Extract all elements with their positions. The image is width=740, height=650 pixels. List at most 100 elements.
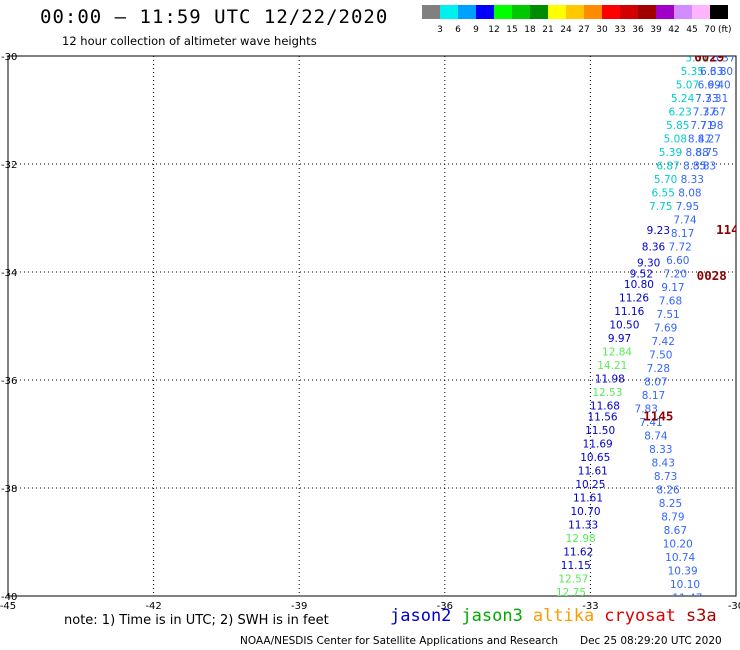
data-label: 8.83 <box>693 160 716 172</box>
data-label: 7.75 <box>649 201 672 213</box>
data-label: 12.75 <box>556 587 586 599</box>
data-label: 7.69 <box>654 322 677 334</box>
data-label: 11.47 <box>672 592 702 604</box>
data-label: 8.17 <box>671 228 694 240</box>
data-label: 6.60 <box>666 255 689 267</box>
data-label: 8.33 <box>681 174 704 186</box>
x-tick-label: -45 <box>0 601 16 610</box>
data-label: 6.33 <box>700 66 723 78</box>
data-label: 7.31 <box>705 93 728 105</box>
data-label: 7.98 <box>700 120 723 132</box>
data-label: 8.43 <box>652 457 675 469</box>
y-tick-label: -34 <box>1 268 17 279</box>
data-label: 10.50 <box>609 320 639 332</box>
data-label: 10.74 <box>665 552 695 564</box>
time-label: 1144 <box>716 222 740 237</box>
data-label: 11.62 <box>563 547 593 559</box>
y-tick-label: -38 <box>1 484 17 495</box>
data-label: 6.99 <box>698 79 721 91</box>
data-label: 8.27 <box>698 133 721 145</box>
data-label: 8.17 <box>642 390 665 402</box>
y-tick-label: -40 <box>1 592 17 603</box>
satellite-name: jason2 <box>390 606 452 626</box>
data-label: 5.08 <box>664 133 687 145</box>
data-label: 8.25 <box>659 498 682 510</box>
legend-label: 30 <box>596 25 608 35</box>
data-label: 11.69 <box>583 439 613 451</box>
data-label: 7.28 <box>647 363 670 375</box>
data-label: 10.70 <box>571 506 601 518</box>
data-label: 11.33 <box>568 520 598 532</box>
data-label: 7.71 <box>690 120 713 132</box>
data-label: 7.67 <box>702 106 725 118</box>
legend-swatch <box>674 5 692 19</box>
satellite-name: cryosat <box>604 606 676 626</box>
data-label: 7.83 <box>635 403 658 415</box>
data-label: 9.17 <box>661 282 684 294</box>
x-tick-label: -39 <box>291 601 307 610</box>
data-label: 6.87 <box>656 160 679 172</box>
data-label: 10.39 <box>668 565 698 577</box>
data-label: 8.73 <box>654 471 677 483</box>
legend-label: 24 <box>560 25 572 35</box>
legend-swatch <box>548 5 566 19</box>
time-label: 0029 <box>694 49 724 64</box>
color-legend: 3 6 9 12 15 18 21 24 27 30 33 36 39 42 45 70 (ft) <box>422 5 732 35</box>
legend-swatch <box>476 5 494 19</box>
data-label: 10.10 <box>670 579 700 591</box>
data-label: 9.97 <box>608 333 631 345</box>
satellite-name: jason3 <box>461 606 523 626</box>
legend-label: 18 <box>524 25 536 35</box>
y-tick-label: -32 <box>1 160 17 171</box>
data-label: 12.57 <box>558 574 588 586</box>
x-tick-label: -42 <box>145 601 161 610</box>
legend-label: 3 <box>437 25 443 35</box>
y-tick-label: -36 <box>1 376 17 387</box>
legend-swatch <box>530 5 548 19</box>
data-label: 11.50 <box>585 425 615 437</box>
data-label: 8.35 <box>683 160 706 172</box>
data-label: 9.52 <box>630 268 653 280</box>
legend-swatch <box>458 5 476 19</box>
timestamp: Dec 25 08:29:20 UTC 2020 <box>580 635 722 647</box>
data-label: 8.88 <box>685 147 708 159</box>
data-label: 11.98 <box>595 374 625 386</box>
data-label: 11.56 <box>588 412 618 424</box>
x-tick-label: -36 <box>437 601 453 610</box>
legend-swatch <box>692 5 710 19</box>
data-label: 8.07 <box>644 376 667 388</box>
data-label: 7.95 <box>676 201 699 213</box>
legend-label: 33 <box>614 25 625 35</box>
page-subtitle: 12 hour collection of altimeter wave hei… <box>62 34 317 48</box>
data-label: 9.30 <box>637 258 660 270</box>
credit-line: NOAA/NESDIS Center for Satellite Applica… <box>240 635 558 647</box>
data-label: 5.70 <box>654 174 677 186</box>
data-label: 7.74 <box>673 214 697 226</box>
data-label: 6.23 <box>668 106 691 118</box>
legend-label: 12 <box>488 25 499 35</box>
data-label: 10.80 <box>624 279 654 291</box>
data-label: 11.68 <box>590 401 620 413</box>
satellite-name: altika <box>532 606 595 626</box>
data-label: 10.25 <box>575 479 605 491</box>
data-label: 5.07 <box>676 79 699 91</box>
data-label: 11.61 <box>573 493 603 505</box>
legend-unit: (ft) <box>718 25 732 35</box>
data-label: 5.35 <box>681 66 704 78</box>
legend-label: 6 <box>455 25 461 35</box>
data-label: 7.20 <box>664 268 687 280</box>
data-label: 8.08 <box>678 187 701 199</box>
data-label: 8.36 <box>642 241 666 253</box>
legend-swatch <box>494 5 512 19</box>
legend-label: 39 <box>650 25 662 35</box>
data-label: 11.15 <box>561 560 591 572</box>
legend-swatch <box>566 5 584 19</box>
data-label: 8.26 <box>656 484 680 496</box>
legend-label: 45 <box>686 25 697 35</box>
satellite-name: s3a <box>685 606 717 626</box>
data-label: 5.39 <box>659 147 682 159</box>
satellite-legend: jason2 jason3 altika cryosat s3a <box>390 606 727 626</box>
data-label: 12.98 <box>566 533 596 545</box>
data-label: 7.33 <box>695 93 718 105</box>
